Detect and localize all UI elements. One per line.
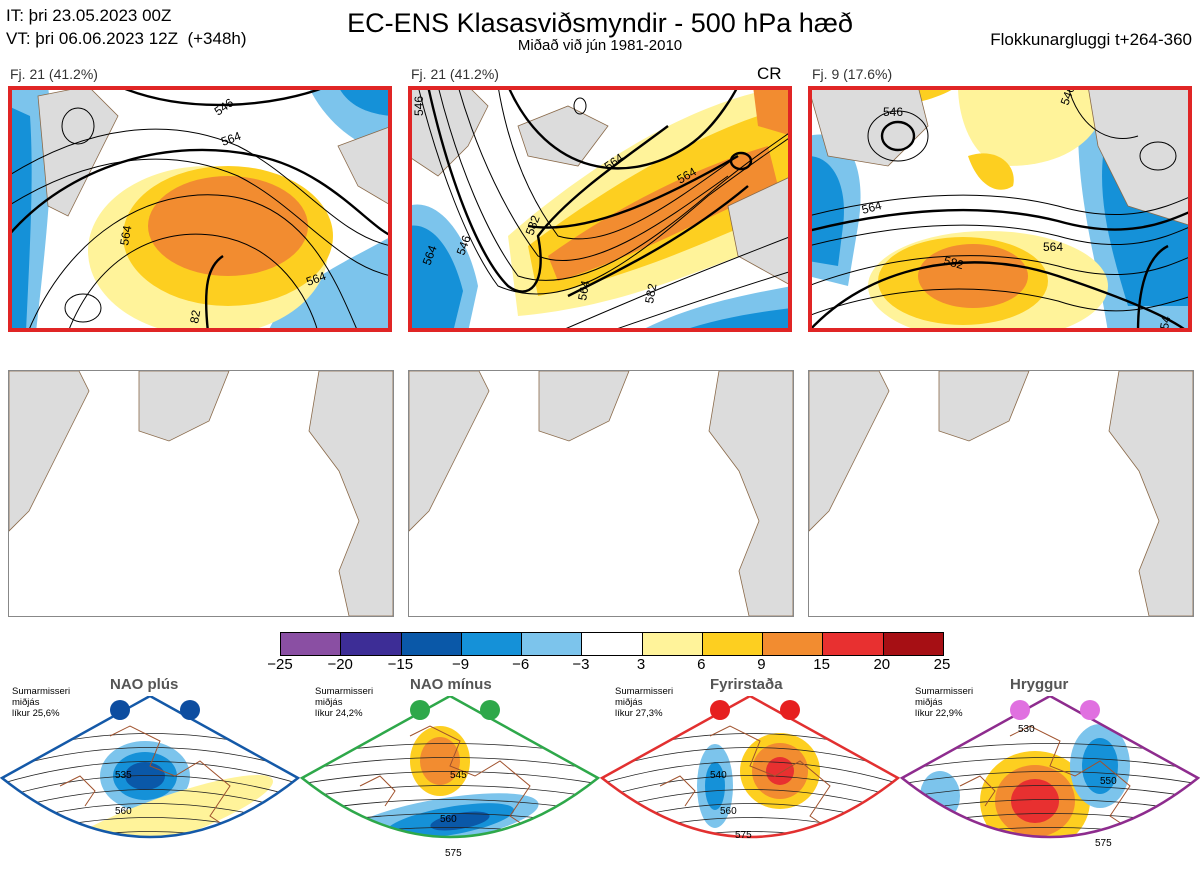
valid-time: VT: þri 06.06.2023 12Z (+348h) (6, 29, 247, 48)
regime-contour-label: 560 (440, 814, 457, 825)
regime-map-4: 530 550 575 (900, 696, 1200, 849)
colorbar-tick-label: −9 (451, 656, 470, 673)
regime-marker-dot (780, 700, 800, 720)
regime-info: Sumarmisseri miðjás líkur 22,9% (915, 686, 974, 719)
colorbar-tick-label: 9 (757, 656, 766, 673)
colorbar-segment (461, 633, 523, 655)
colorbar-segment (522, 633, 583, 655)
panel-2-contour-label: 546 (454, 233, 474, 257)
regime-marker-dot (710, 700, 730, 720)
regime-info: Sumarmisseri miðjás líkur 27,3% (615, 686, 674, 719)
regime-contour-label: 560 (720, 806, 737, 817)
regime-info: Sumarmisseri miðjás líkur 24,2% (315, 686, 374, 719)
regime-contour-label: 575 (735, 830, 752, 841)
colorbar-tick-label: −6 (512, 656, 530, 673)
panel-1-contour-label: 82 (187, 309, 203, 325)
regime-contour-label: 550 (1100, 776, 1117, 787)
panel-2-tag: CR (757, 64, 782, 83)
regime-contour-label: 560 (115, 806, 132, 817)
colorbar-segment (823, 633, 884, 655)
cluster-map-2: 546 564 564 546 564 564 582 582 (408, 86, 792, 332)
colorbar-tick-label: 15 (813, 656, 830, 673)
regime-contour-label: 545 (450, 770, 467, 781)
panel-1-contour-label: 564 (219, 129, 243, 149)
regime-contour-label: 575 (1095, 838, 1112, 849)
panel-2-label: Fj. 21 (41.2%) (411, 66, 499, 82)
colorbar-segment (582, 633, 643, 655)
panel-3-contour-label: 54 (1157, 315, 1173, 331)
colorbar-tick-label: 3 (636, 656, 646, 673)
regime-title: NAO plús (110, 676, 179, 693)
classification-window: Flokkunargluggi t+264-360 (990, 30, 1192, 49)
empty-map-1 (8, 370, 394, 617)
colorbar-tick-label: −25 (267, 656, 293, 673)
regime-contour-label: 530 (1018, 724, 1035, 735)
panel-3-contour-label: 564 (1043, 240, 1063, 254)
panel-2-contour-label: 582 (642, 282, 659, 304)
regime-contour-label: 535 (115, 770, 132, 781)
colorbar-segment (763, 633, 824, 655)
regime-contour-label: 540 (710, 770, 727, 781)
panel-1-label: Fj. 21 (41.2%) (10, 66, 98, 82)
regime-info: Sumarmisseri miðjás líkur 25,6% (12, 686, 71, 719)
colorbar-tick-label: −3 (572, 656, 590, 673)
regime-marker-dot (480, 700, 500, 720)
regime-marker-dot (110, 700, 130, 720)
regime-marker-dot (410, 700, 430, 720)
empty-map-3 (808, 370, 1194, 617)
cluster-map-1: 546 564 564 564 82 (8, 86, 392, 332)
panel-2-contour-label: 564 (575, 279, 592, 301)
panel-3-label: Fj. 9 (17.6%) (812, 66, 893, 82)
regime-title: Fyrirstaða (710, 676, 783, 693)
colorbar-segment (702, 633, 764, 655)
run-info: IT: þri 23.05.2023 00Z VT: þri 06.06.202… (6, 4, 247, 50)
colorbar-tick-label: 6 (697, 656, 706, 673)
colorbar-segment (281, 633, 342, 655)
regime-title: Hryggur (1010, 676, 1069, 693)
colorbar-segment (883, 633, 943, 655)
page-title: EC-ENS Klasasviðsmyndir - 500 hPa hæð (347, 8, 853, 38)
panel-1-contour-label: 564 (304, 269, 328, 289)
panel-3-contour-label: 546 (883, 105, 903, 119)
colorbar-segment (401, 633, 462, 655)
empty-map-2 (408, 370, 794, 617)
panel-3-contour-label: 582 (942, 253, 965, 272)
regime-marker-dot (1010, 700, 1030, 720)
colorbar (280, 632, 944, 656)
regime-contour-label: 575 (445, 848, 462, 859)
colorbar-tick-label: 20 (873, 656, 891, 673)
panel-2-contour-label: 546 (412, 96, 426, 116)
regime-title: NAO mínus (410, 676, 492, 693)
colorbar-segment (642, 633, 703, 655)
regime-map-2: 545 560 575 (300, 696, 600, 859)
regime-marker-dot (1080, 700, 1100, 720)
panel-1-contour-label: 564 (117, 224, 134, 246)
colorbar-segment (341, 633, 402, 655)
colorbar-tick-label: 25 (933, 656, 951, 673)
colorbar-tick-label: −20 (327, 656, 353, 673)
init-time: IT: þri 23.05.2023 00Z (6, 6, 172, 25)
regime-marker-dot (180, 700, 200, 720)
panel-2-contour-label: 564 (420, 243, 440, 267)
regime-map-3: 540 560 575 (600, 696, 900, 841)
panel-2-contour-label: 582 (523, 213, 543, 237)
panel-3-contour-label: 564 (860, 198, 883, 217)
colorbar-tick-label: −15 (387, 656, 414, 673)
page-subtitle: Miðað við jún 1981-2010 (517, 37, 683, 54)
cluster-map-3: 546 546 564 564 582 54 (808, 86, 1192, 332)
regime-map-1: 535 560 (0, 696, 300, 839)
